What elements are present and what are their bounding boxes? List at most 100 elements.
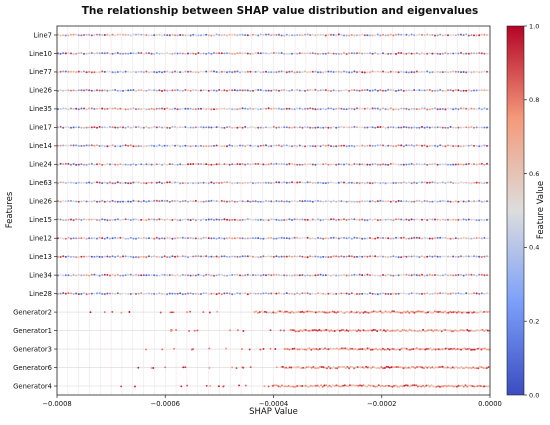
shap-point: [67, 255, 70, 258]
shap-point: [342, 384, 345, 387]
shap-point: [294, 385, 297, 388]
shap-point: [475, 89, 478, 92]
shap-point: [197, 52, 200, 54]
shap-point: [220, 145, 223, 148]
shap-point: [335, 89, 338, 92]
shap-point: [184, 144, 187, 147]
shap-point: [75, 163, 78, 166]
shap-point: [462, 329, 465, 332]
shap-point: [434, 107, 436, 110]
shap-point: [181, 255, 184, 258]
shap-point: [93, 273, 96, 276]
shap-point: [343, 144, 345, 147]
shap-point: [259, 144, 262, 147]
shap-point: [428, 88, 431, 91]
shap-point: [324, 274, 327, 277]
shap-point: [106, 219, 109, 222]
shap-point: [410, 107, 413, 110]
shap-point: [246, 218, 249, 221]
shap-point: [184, 70, 187, 73]
shap-point: [202, 107, 205, 110]
shap-point: [397, 256, 400, 259]
shap-point: [174, 34, 176, 37]
shap-point: [135, 181, 137, 184]
shap-point: [342, 347, 345, 350]
shap-point: [148, 292, 150, 295]
shap-point: [313, 384, 316, 387]
shap-point: [257, 219, 260, 222]
shap-point: [385, 348, 388, 351]
shap-point: [193, 329, 196, 332]
shap-point: [184, 237, 187, 240]
shap-point: [129, 71, 132, 74]
shap-point: [353, 34, 356, 37]
shap-point: [278, 274, 280, 276]
shap-point: [236, 255, 239, 258]
shap-point: [64, 125, 67, 128]
shap-point: [327, 181, 330, 184]
shap-point: [103, 237, 106, 240]
shap-point: [194, 274, 197, 277]
shap-point: [449, 52, 452, 55]
shap-point: [246, 52, 249, 55]
shap-point: [213, 51, 215, 54]
shap-point: [332, 163, 335, 165]
shap-point: [246, 89, 249, 92]
shap-point: [486, 89, 488, 92]
shap-point: [317, 52, 319, 55]
shap-point: [454, 329, 457, 332]
shap-point: [397, 274, 400, 277]
shap-point: [322, 88, 325, 91]
shap-point: [166, 236, 169, 239]
shap-point: [447, 311, 450, 314]
shap-point: [304, 107, 306, 110]
shap-point: [415, 34, 418, 37]
shap-point: [353, 236, 356, 239]
shap-point: [374, 255, 377, 258]
shap-point: [465, 181, 468, 184]
shap-point: [374, 200, 377, 203]
shap-point: [80, 255, 83, 258]
shap-point: [389, 385, 392, 388]
shap-point: [483, 70, 486, 73]
shap-point: [267, 236, 270, 239]
shap-point: [402, 200, 405, 203]
shap-point: [436, 108, 439, 111]
shap-point: [306, 51, 309, 54]
shap-point: [441, 199, 444, 202]
shap-point: [444, 310, 446, 313]
shap-point: [259, 52, 262, 55]
shap-point: [476, 311, 479, 314]
shap-point: [254, 237, 257, 240]
shap-point: [441, 218, 444, 221]
shap-point: [421, 163, 423, 166]
shap-point: [366, 34, 369, 37]
shap-point: [226, 71, 228, 74]
shap-point: [340, 107, 343, 110]
shap-point: [431, 237, 434, 240]
shap-point: [422, 367, 425, 370]
shap-point: [93, 199, 96, 202]
shap-point: [486, 70, 488, 73]
shap-point: [467, 255, 470, 258]
shap-point: [111, 255, 114, 258]
shap-point: [475, 255, 478, 258]
shap-point: [359, 311, 361, 314]
shap-point: [376, 70, 379, 73]
shap-point: [225, 347, 228, 350]
shap-point: [226, 34, 228, 37]
shap-point: [161, 237, 163, 240]
shap-point: [364, 310, 367, 313]
shap-point: [480, 108, 483, 111]
shap-point: [187, 163, 189, 166]
shap-point: [382, 126, 384, 128]
shap-point: [475, 219, 478, 222]
shap-point: [106, 273, 109, 276]
shap-point: [350, 71, 353, 74]
shap-point: [220, 293, 223, 296]
shap-point: [140, 292, 143, 295]
shap-point: [153, 89, 156, 92]
shap-point: [98, 236, 101, 239]
shap-point: [304, 236, 306, 239]
shap-point: [382, 144, 384, 147]
